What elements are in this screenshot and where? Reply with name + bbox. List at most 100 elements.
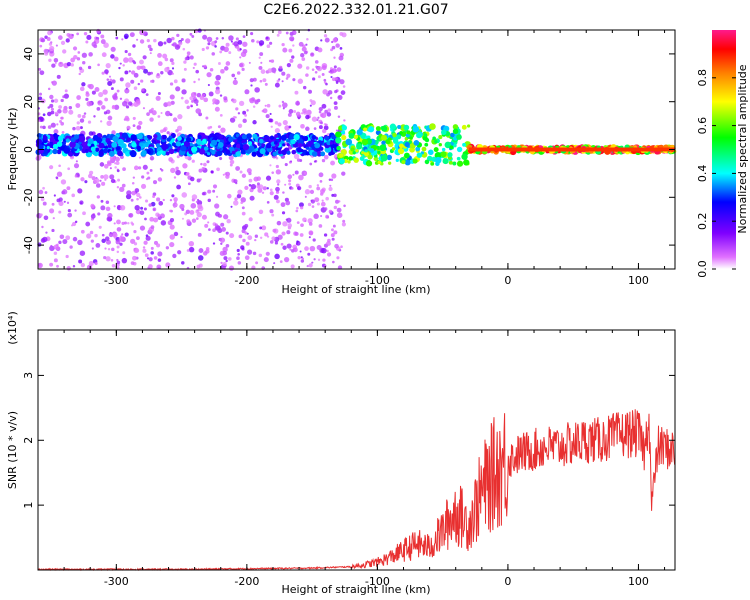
spectrogram-noise-mark <box>191 99 195 103</box>
spectrogram-noise-mark <box>288 109 294 114</box>
spectrogram-noise-mark <box>325 214 330 219</box>
spectrogram-band-mark <box>177 136 182 141</box>
spectrogram-noise-mark <box>60 121 65 126</box>
spectrogram-noise-mark <box>119 62 122 65</box>
spectrogram-noise-mark <box>198 248 204 254</box>
spectrogram-noise-mark <box>343 204 346 208</box>
spectrogram-band-mark <box>412 158 418 164</box>
spectrogram-band-mark <box>456 134 462 140</box>
spectrogram-noise-mark <box>89 230 94 235</box>
spectrogram-noise-mark <box>179 203 185 210</box>
spectrogram-noise-mark <box>119 204 126 211</box>
spectrogram-noise-mark <box>286 230 291 235</box>
spectrogram-noise-mark <box>141 88 145 92</box>
spectrogram-noise-mark <box>181 192 188 198</box>
spectrogram-noise-mark <box>121 257 128 264</box>
spectrogram-noise-mark <box>302 85 307 90</box>
spectrogram-noise-mark <box>228 265 235 271</box>
spectrogram-band-mark <box>261 143 266 148</box>
spectrogram-noise-mark <box>252 105 256 108</box>
spectrogram-noise-mark <box>304 220 307 223</box>
spectrogram-noise-mark <box>82 211 86 216</box>
spectrogram-noise-mark <box>341 222 346 227</box>
spectrogram-noise-mark <box>193 92 197 95</box>
spectrogram-noise-mark <box>337 79 341 83</box>
spectrogram-noise-mark <box>122 100 128 107</box>
spectrogram-noise-mark <box>323 125 329 131</box>
spectrogram-noise-mark <box>47 125 52 129</box>
spectrogram-noise-mark <box>214 225 221 231</box>
spectrogram-band-mark <box>116 146 121 151</box>
spectrogram-noise-mark <box>244 89 250 95</box>
spectrogram-band-mark <box>56 149 62 155</box>
spectrogram-noise-mark <box>305 73 309 77</box>
spectrogram-noise-mark <box>305 126 310 132</box>
spectrogram-noise-mark <box>139 39 145 44</box>
spectrogram-noise-mark <box>219 157 223 161</box>
spectrogram-noise-mark <box>225 243 230 248</box>
spectrogram-noise-mark <box>88 52 93 57</box>
spectrogram-band-mark <box>364 149 368 153</box>
spectrogram-noise-mark <box>151 107 154 111</box>
spectrogram-noise-mark <box>265 175 272 181</box>
spectrogram-band-mark <box>216 150 223 157</box>
spectrogram-noise-mark <box>296 158 301 162</box>
spectrogram-noise-mark <box>336 212 343 218</box>
spectrogram-noise-mark <box>230 40 233 43</box>
spectrogram-band-mark <box>427 149 434 156</box>
spectrogram-noise-mark <box>107 115 113 121</box>
spectrogram-noise-mark <box>56 74 61 79</box>
spectrogram-noise-mark <box>280 242 284 246</box>
spectrogram-band-mark <box>387 161 392 165</box>
spectrogram-noise-mark <box>313 160 317 163</box>
spectrogram-noise-mark <box>302 108 307 113</box>
spectrogram-noise-mark <box>222 262 227 267</box>
spectrogram-band-mark <box>242 143 250 151</box>
spectrogram-noise-mark <box>241 67 245 71</box>
spectrogram-noise-mark <box>184 99 190 105</box>
spectrogram-noise-mark <box>326 252 332 257</box>
spectrogram-noise-mark <box>162 53 168 59</box>
spectrogram-noise-mark <box>235 107 239 111</box>
spectrogram-noise-mark <box>321 103 327 109</box>
spectrogram-noise-mark <box>150 225 155 229</box>
spectrogram-band-mark <box>467 124 471 128</box>
spectrogram-noise-mark <box>317 258 321 261</box>
spectrogram-noise-mark <box>262 186 267 191</box>
spectrogram-noise-mark <box>148 257 153 262</box>
spectrogram-noise-mark <box>211 52 216 56</box>
spectrogram-band-mark <box>462 142 466 147</box>
spectrogram-noise-mark <box>63 93 69 99</box>
spectrogram-noise-mark <box>286 243 292 249</box>
spectrogram-band-mark <box>463 159 470 166</box>
spectrogram-noise-mark <box>78 66 83 70</box>
spectrogram-noise-mark <box>147 71 152 76</box>
spectrogram-noise-mark <box>259 226 263 230</box>
spectrogram-noise-mark <box>325 123 328 127</box>
spectrogram-noise-mark <box>114 166 117 169</box>
spectrogram-noise-mark <box>190 176 195 182</box>
spectrogram-noise-mark <box>75 103 81 108</box>
spectrogram-noise-mark <box>202 251 208 256</box>
spectrogram-noise-mark <box>69 245 73 249</box>
spectrogram-noise-mark <box>59 120 63 123</box>
spectrogram-noise-mark <box>318 106 323 112</box>
spectrogram-noise-mark <box>94 261 98 266</box>
spectrogram-noise-mark <box>53 251 58 255</box>
spectrogram-noise-mark <box>291 30 297 36</box>
spectrogram-noise-mark <box>281 211 286 215</box>
spectrogram-noise-mark <box>288 125 292 129</box>
spectrogram-noise-mark <box>107 80 113 87</box>
spectrogram-band-mark <box>136 145 141 151</box>
spectrogram-band-mark <box>409 136 413 140</box>
spectrogram-noise-mark <box>258 56 261 59</box>
spectrogram-band-mark <box>264 136 268 141</box>
spectrogram-noise-mark <box>223 256 228 261</box>
spectrogram-noise-mark <box>51 202 55 206</box>
spectrogram-noise-mark <box>113 222 116 225</box>
spectrogram-noise-mark <box>300 259 305 263</box>
spectrogram-noise-mark <box>268 118 273 123</box>
colorbar-tick-label: 0.4 <box>696 165 709 183</box>
spectrogram-noise-mark <box>63 200 66 203</box>
spectrogram-noise-mark <box>300 206 304 210</box>
